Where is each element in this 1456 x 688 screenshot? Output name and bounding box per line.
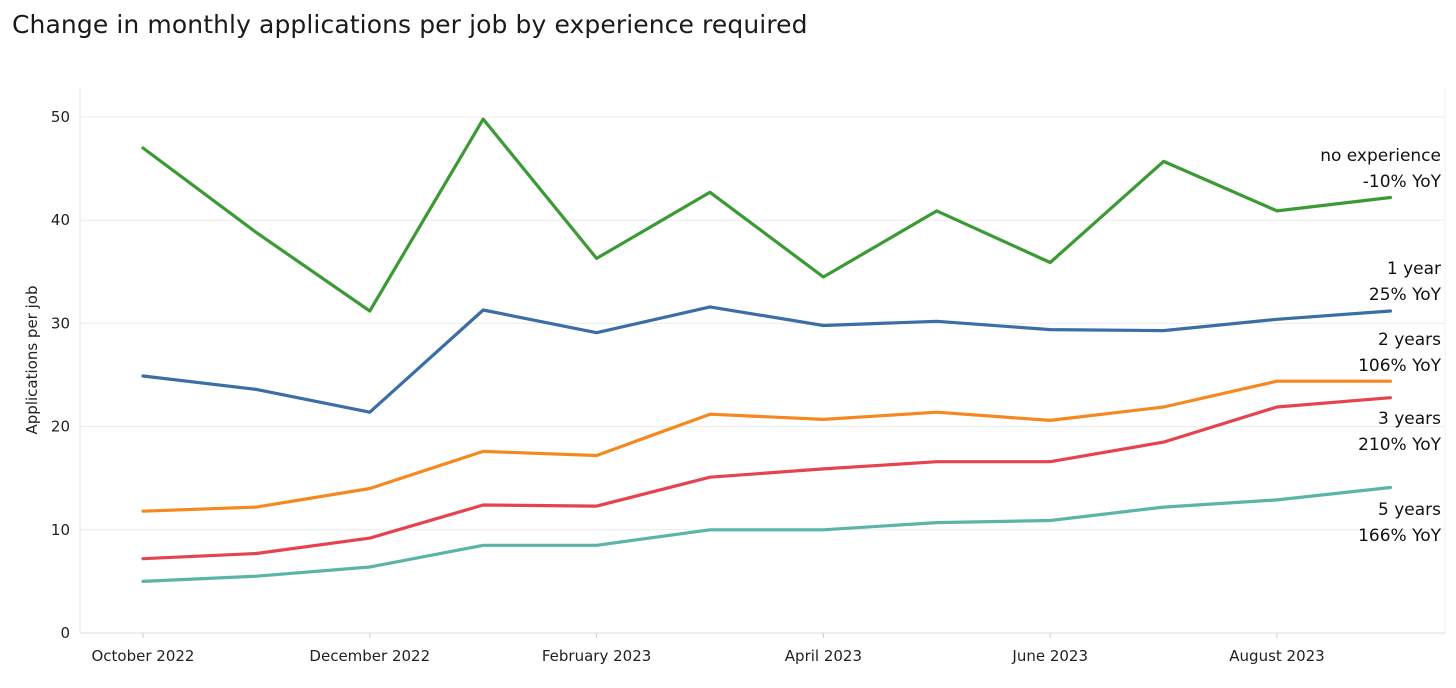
series-line-5-years xyxy=(141,485,1393,584)
series-line-no-experience xyxy=(141,117,1393,313)
y-tick-label: 0 xyxy=(60,624,70,642)
x-tick-label: October 2022 xyxy=(92,647,195,665)
series-yoy-label: -10% YoY xyxy=(1363,172,1442,192)
series-label: no experience xyxy=(1320,146,1441,166)
x-tick-label: August 2023 xyxy=(1229,647,1324,665)
x-tick-label: December 2022 xyxy=(309,647,430,665)
chart-title: Change in monthly applications per job b… xyxy=(12,10,808,39)
series-yoy-label: 25% YoY xyxy=(1369,285,1442,305)
series-line-2-years xyxy=(141,379,1393,513)
series-end-labels: no experience -10% YoY 1 year 25% YoY 2 year… xyxy=(1320,146,1441,546)
y-tick-label: 20 xyxy=(51,418,70,436)
series-line-1-year xyxy=(141,305,1393,414)
series-label: 3 years xyxy=(1378,409,1441,429)
x-tick-label: April 2023 xyxy=(785,647,862,665)
series-yoy-label: 210% YoY xyxy=(1358,435,1442,455)
series-yoy-label: 106% YoY xyxy=(1358,356,1442,376)
series-line-3-years xyxy=(141,396,1393,561)
x-tick-label: June 2023 xyxy=(1011,647,1088,665)
series-label: 5 years xyxy=(1378,500,1441,520)
series-yoy-label: 166% YoY xyxy=(1358,526,1442,546)
y-tick-label: 30 xyxy=(51,314,70,332)
axes: 0 10 20 30 40 50 October 2022 December 2022 Febr… xyxy=(51,88,1446,665)
series-label: 2 years xyxy=(1378,330,1441,350)
y-tick-label: 50 xyxy=(51,108,70,126)
series-label: 1 year xyxy=(1387,259,1441,279)
y-tick-label: 10 xyxy=(51,521,70,539)
gridlines xyxy=(80,116,1445,531)
series-lines xyxy=(141,117,1393,584)
x-tick-label: February 2023 xyxy=(542,647,651,665)
y-tick-label: 40 xyxy=(51,211,70,229)
